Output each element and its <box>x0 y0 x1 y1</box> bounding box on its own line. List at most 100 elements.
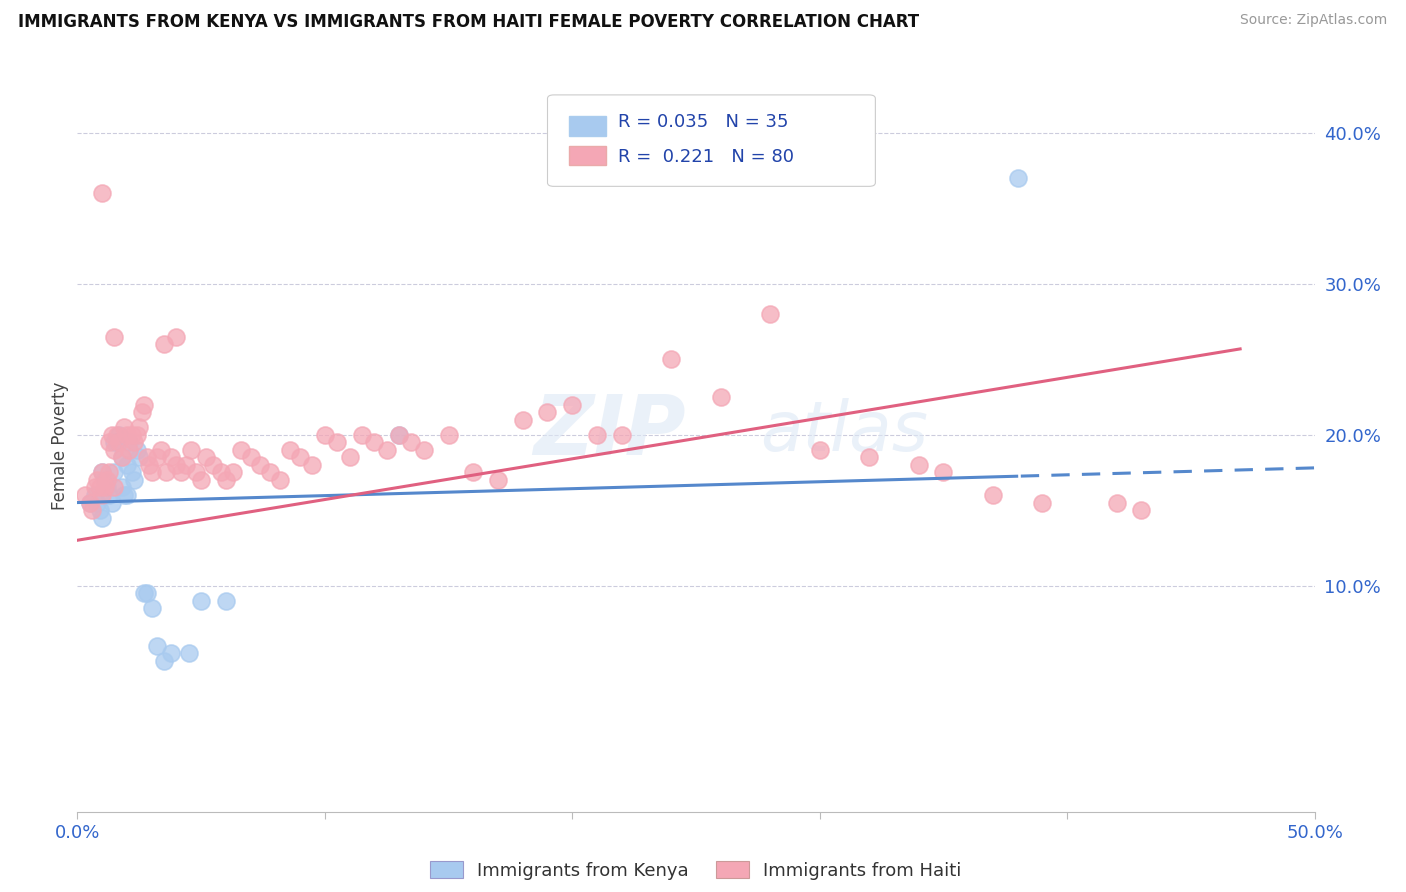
Y-axis label: Female Poverty: Female Poverty <box>51 382 69 510</box>
Point <box>808 442 831 457</box>
Point <box>759 307 782 321</box>
Text: R = 0.035   N = 35: R = 0.035 N = 35 <box>619 113 789 131</box>
Point <box>412 442 434 457</box>
Point <box>89 480 111 494</box>
Point <box>486 473 509 487</box>
Text: IMMIGRANTS FROM KENYA VS IMMIGRANTS FROM HAITI FEMALE POVERTY CORRELATION CHART: IMMIGRANTS FROM KENYA VS IMMIGRANTS FROM… <box>18 13 920 31</box>
Point <box>259 466 281 480</box>
Point <box>326 435 349 450</box>
Point <box>138 458 160 472</box>
Text: atlas: atlas <box>761 398 928 465</box>
Point <box>105 435 128 450</box>
Point <box>82 503 104 517</box>
Point <box>269 473 291 487</box>
Point <box>91 186 114 201</box>
Point <box>115 488 138 502</box>
Point <box>91 488 114 502</box>
Point <box>131 405 153 419</box>
Point <box>239 450 262 465</box>
Point <box>1007 171 1029 186</box>
Point <box>91 510 114 524</box>
Point <box>86 495 108 509</box>
Text: Source: ZipAtlas.com: Source: ZipAtlas.com <box>1240 13 1388 28</box>
Point <box>314 427 336 442</box>
Point <box>128 420 150 434</box>
Point <box>610 427 633 442</box>
Point <box>83 480 105 494</box>
Point <box>141 601 163 615</box>
Point <box>710 390 733 404</box>
Bar <box>568 145 606 165</box>
Point <box>134 398 156 412</box>
Point <box>108 435 131 450</box>
Point <box>153 654 176 668</box>
Point <box>222 466 245 480</box>
Point <box>388 427 411 442</box>
Point <box>103 480 125 494</box>
Point <box>103 442 125 457</box>
Point <box>202 458 225 472</box>
Point <box>128 450 150 465</box>
Text: R =  0.221   N = 80: R = 0.221 N = 80 <box>619 148 794 166</box>
Point <box>184 466 207 480</box>
Point <box>249 458 271 472</box>
Point <box>561 398 583 412</box>
Point <box>86 473 108 487</box>
Point <box>437 427 460 442</box>
Point <box>93 473 115 487</box>
Point <box>98 435 121 450</box>
Point <box>141 466 163 480</box>
Point <box>89 503 111 517</box>
Point <box>463 466 485 480</box>
Point <box>215 593 238 607</box>
Point <box>160 646 183 660</box>
Point <box>83 488 105 502</box>
Point <box>174 458 197 472</box>
Point <box>401 435 423 450</box>
Point <box>103 435 125 450</box>
Point <box>170 466 193 480</box>
Point <box>91 466 114 480</box>
Point <box>145 450 167 465</box>
Point <box>118 435 141 450</box>
Point <box>122 435 145 450</box>
Point <box>115 427 138 442</box>
Point <box>190 473 212 487</box>
Point <box>339 450 361 465</box>
Text: ZIP: ZIP <box>533 391 686 472</box>
FancyBboxPatch shape <box>547 95 876 186</box>
Point <box>150 442 173 457</box>
Point <box>98 466 121 480</box>
Point <box>79 495 101 509</box>
Point <box>135 586 157 600</box>
Point <box>190 593 212 607</box>
Point <box>165 458 187 472</box>
Point <box>98 488 121 502</box>
Point <box>155 466 177 480</box>
Point <box>79 495 101 509</box>
Point <box>375 442 398 457</box>
Point <box>118 442 141 457</box>
Point <box>101 495 124 509</box>
Point <box>180 442 202 457</box>
Point <box>981 488 1004 502</box>
Point <box>512 412 534 426</box>
Point <box>536 405 558 419</box>
Point <box>122 473 145 487</box>
Point <box>165 329 187 343</box>
Point <box>121 427 143 442</box>
Point <box>363 435 385 450</box>
Point <box>1105 495 1128 509</box>
Point <box>96 480 118 494</box>
Point <box>229 442 252 457</box>
Point <box>103 466 125 480</box>
Point <box>195 450 218 465</box>
Point <box>301 458 323 472</box>
Point <box>112 488 135 502</box>
Point <box>1130 503 1153 517</box>
Bar <box>568 117 606 136</box>
Point <box>73 488 96 502</box>
Point <box>388 427 411 442</box>
Point <box>115 458 138 472</box>
Point <box>111 450 134 465</box>
